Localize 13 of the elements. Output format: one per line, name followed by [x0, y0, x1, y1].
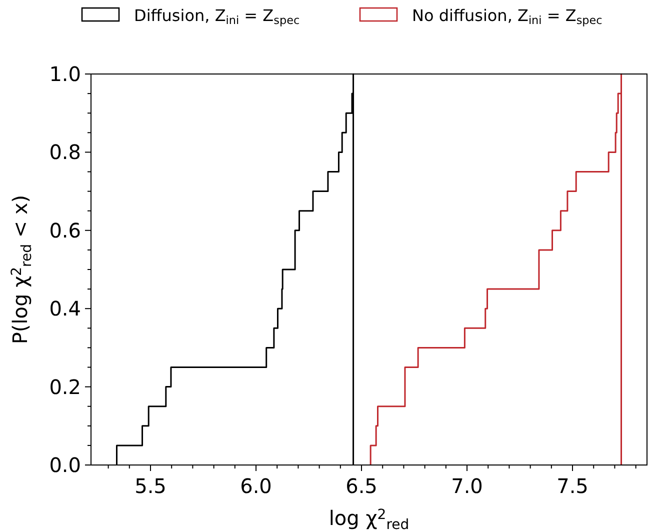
- y-tick-label: 1.0: [49, 62, 81, 86]
- y-tick-label: 0.8: [49, 140, 81, 164]
- y-tick-label: 0.2: [49, 374, 81, 399]
- x-tick-label: 7.5: [556, 474, 588, 498]
- legend-label: Diffusion, Z$_{ini}$ = Z$_{spec}$: [134, 6, 300, 27]
- x-tick-label: 6.0: [240, 474, 272, 498]
- y-tick-label: 0.0: [49, 453, 81, 477]
- x-tick-label: 7.0: [451, 474, 483, 498]
- y-tick-label: 0.6: [49, 218, 81, 242]
- y-tick-label: 0.4: [49, 296, 81, 321]
- x-tick-label: 6.5: [346, 474, 378, 498]
- legend-label: No diffusion, Z$_{ini}$ = Z$_{spec}$: [412, 6, 602, 27]
- x-tick-label: 5.5: [134, 474, 166, 498]
